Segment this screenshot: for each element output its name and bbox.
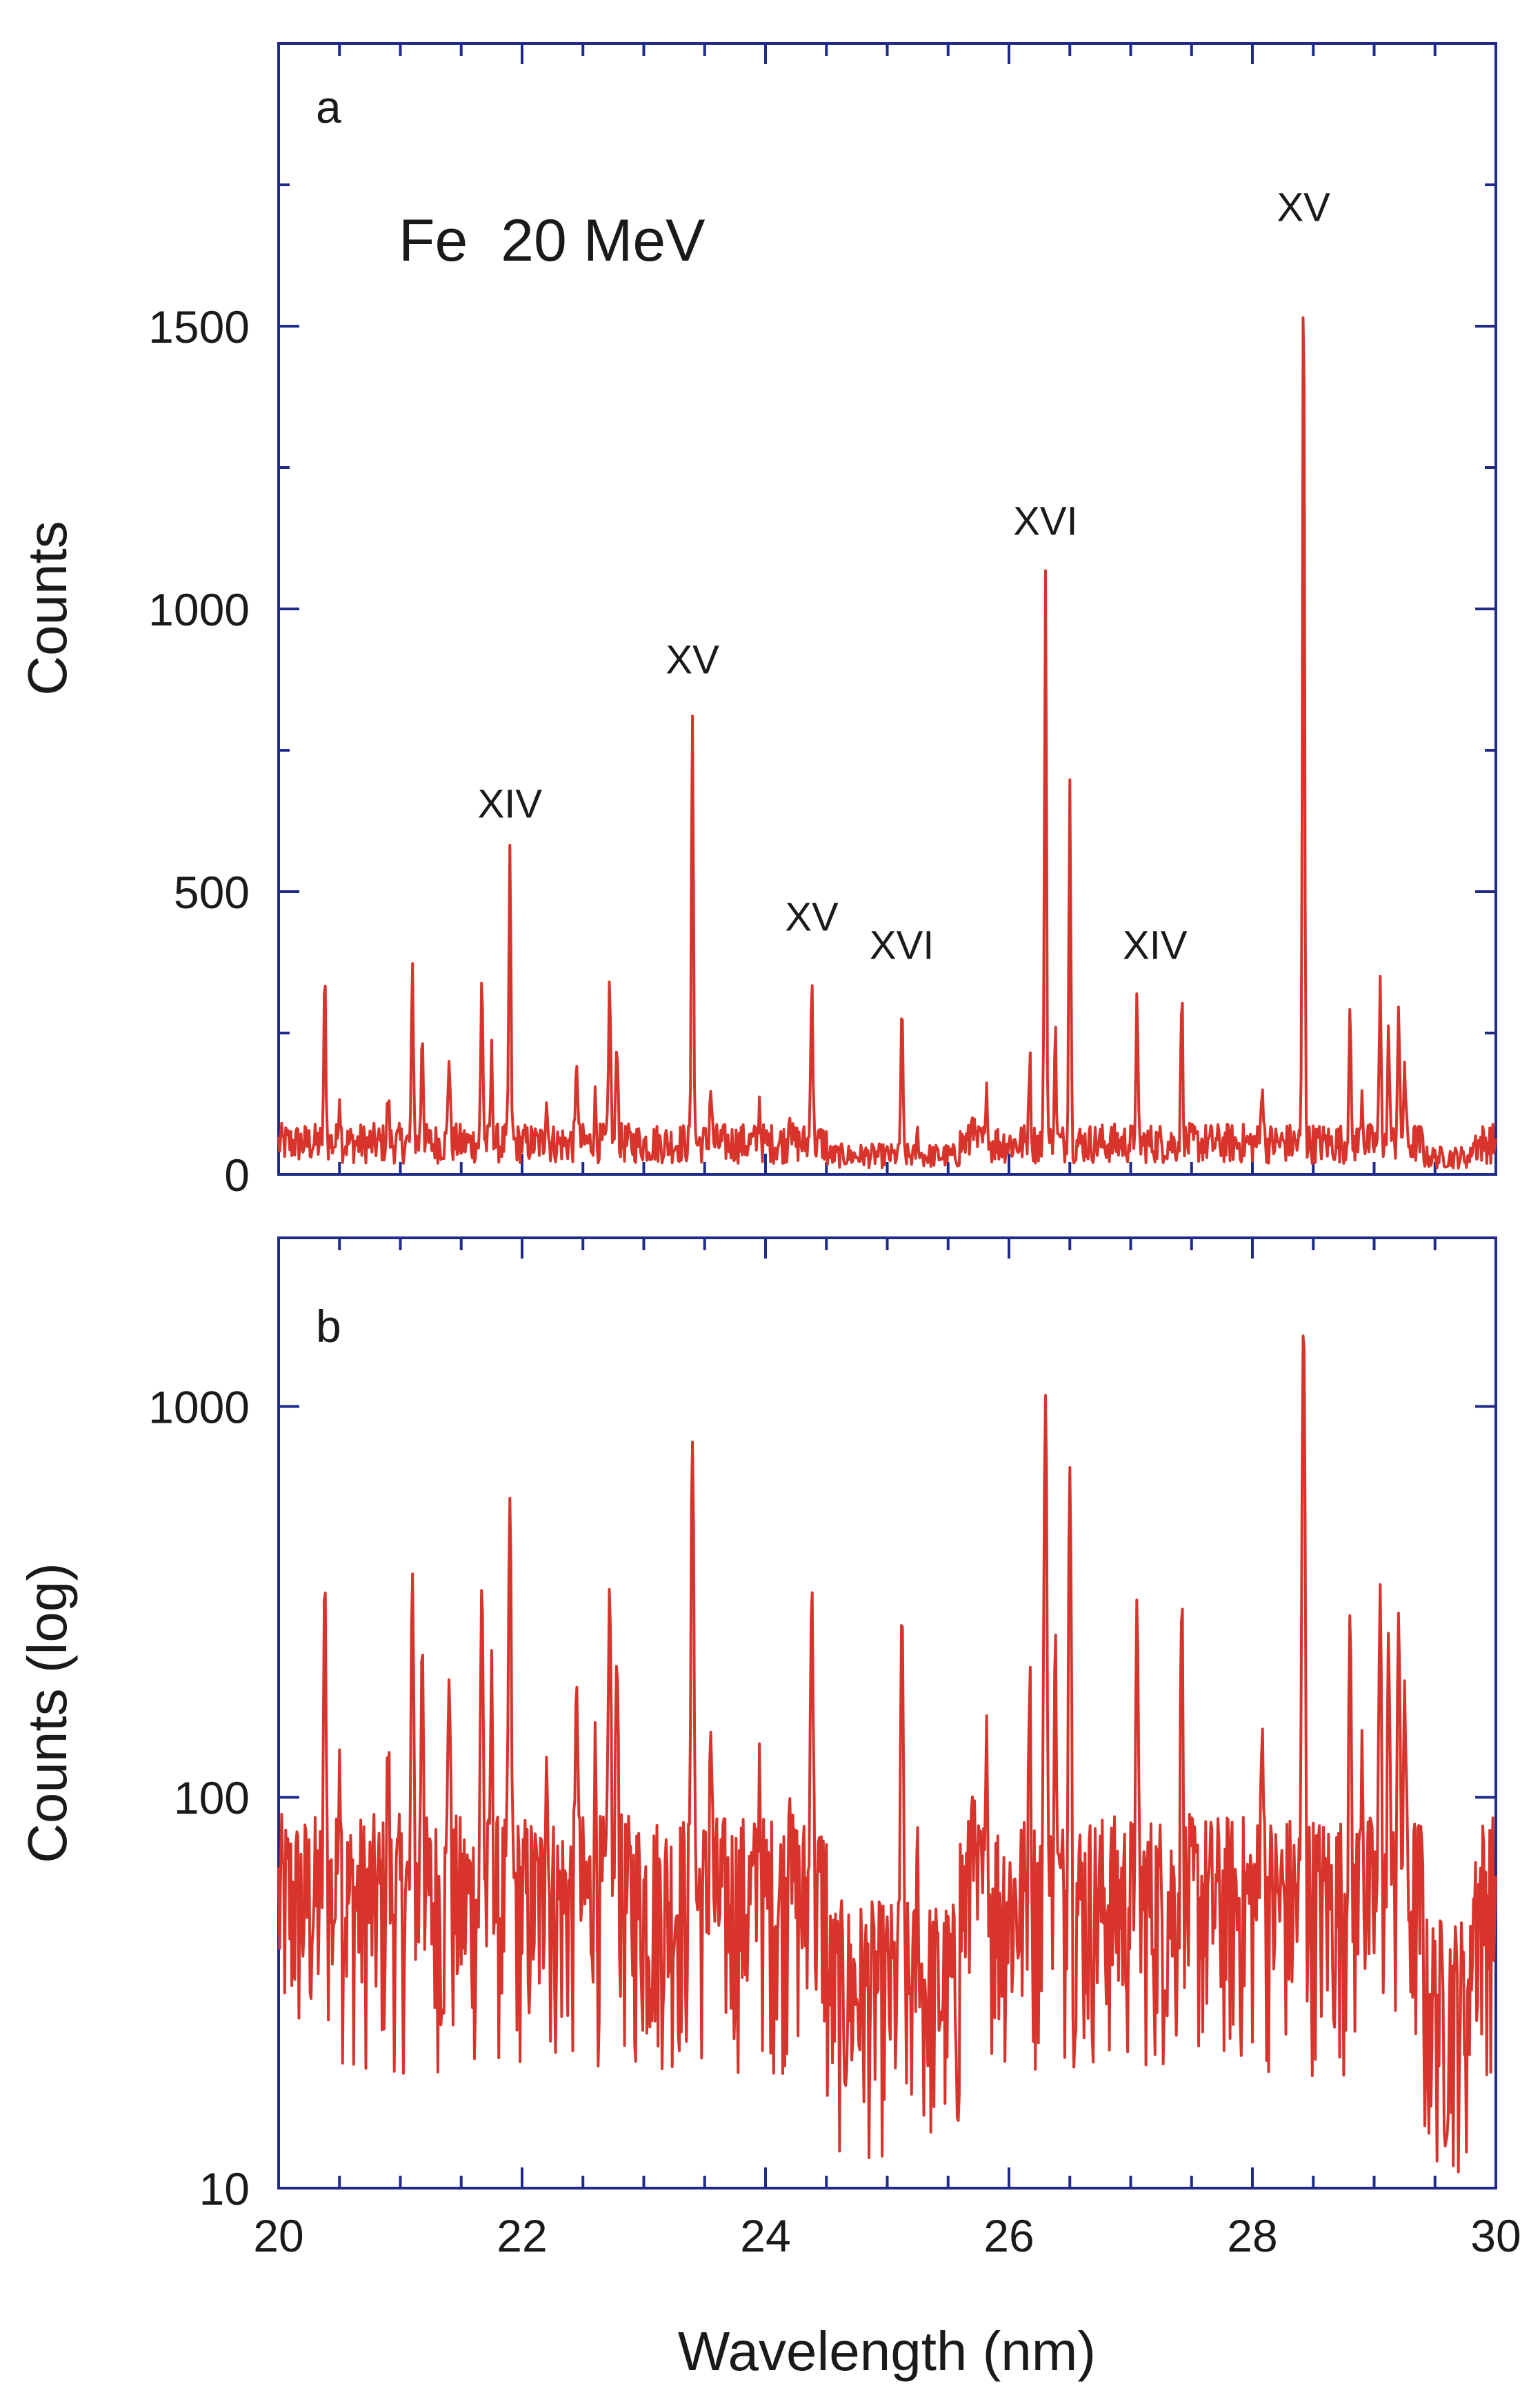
panel-a-y-tick-label: 0 [224, 1150, 250, 1201]
panel-b-y-axis-title: Counts (log) [17, 1563, 78, 1863]
panel-a-y-tick-label: 1500 [148, 301, 250, 352]
x-tick-labels: 20 22 24 26 28 30 [253, 2210, 1521, 2261]
panel-b-y-tick-label: 1000 [148, 1381, 250, 1432]
x-tick-label: 22 [497, 2210, 547, 2261]
panel-b-letter: b [316, 1301, 341, 1352]
x-tick-label: 28 [1227, 2210, 1277, 2261]
panel-a-y-tick-label: 500 [174, 867, 250, 918]
panel-b-y-tick-label: 100 [174, 1772, 250, 1823]
panel-b-y-tick-label: 10 [199, 2163, 250, 2214]
panel-b-spectrum-line [277, 1334, 1497, 2174]
panel-a-ticks [277, 43, 1497, 1176]
panel-b-log-spectrum: 10 100 1000 b Counts (log) [17, 1236, 1497, 2214]
panel-a-letter: a [316, 81, 341, 132]
ion-label: XV [666, 638, 719, 683]
x-tick-label: 26 [983, 2210, 1034, 2261]
panel-a-y-axis-title: Counts [17, 521, 78, 695]
panel-a-y-tick-labels: 0 500 1000 1500 [148, 301, 250, 1201]
x-tick-label: 20 [253, 2210, 303, 2261]
x-axis-title: Wavelength (nm) [678, 2321, 1096, 2382]
ion-label: XV [1277, 186, 1330, 230]
ion-label: XV [785, 895, 839, 940]
panel-a-experiment-label: Fe 20 MeV [399, 208, 706, 274]
panel-a-y-tick-label: 1000 [148, 584, 250, 635]
ion-label: XIV [1123, 923, 1188, 968]
ion-label: XVI [870, 923, 934, 968]
ion-label: XIV [478, 782, 543, 827]
panel-b-y-tick-labels: 10 100 1000 [148, 1381, 250, 2214]
panel-b-ticks [277, 1238, 1497, 2189]
x-tick-label: 24 [740, 2210, 790, 2261]
panel-a-ion-labels: XIV XV XV XVI XVI XIV XV [478, 186, 1331, 968]
panel-a-linear-spectrum: 0 500 1000 1500 XIV XV XV XVI XVI XIV XV a Fe 20 … [17, 42, 1497, 1201]
panel-a-spectrum-line [277, 316, 1497, 1170]
ion-label: XVI [1013, 499, 1078, 544]
x-tick-label: 30 [1470, 2210, 1521, 2261]
